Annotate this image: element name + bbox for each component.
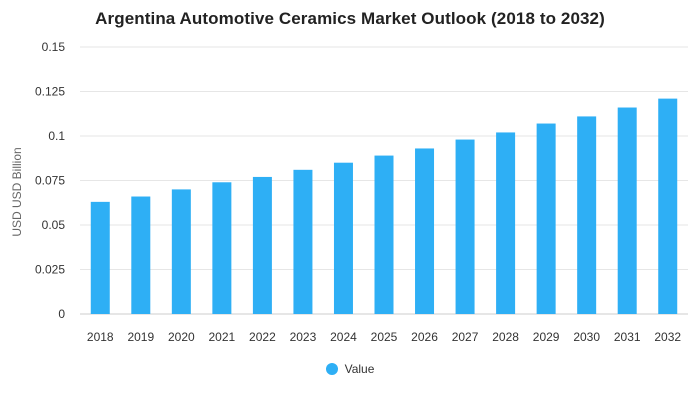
bar-2024[interactable] [333, 162, 353, 314]
bar-2030[interactable] [577, 116, 597, 314]
y-tick-label: 0.05 [42, 218, 66, 232]
bars [90, 98, 678, 315]
y-axis-title: USD USD Billion [10, 147, 24, 236]
bar-2025[interactable] [374, 155, 394, 314]
x-tick-label: 2032 [654, 330, 681, 344]
bar-2019[interactable] [131, 196, 151, 314]
x-tick-label: 2031 [614, 330, 641, 344]
y-axis-ticks: 0 0.025 0.05 0.075 0.1 0.125 0.15 [35, 40, 65, 321]
y-tick-label: 0.075 [35, 174, 65, 188]
x-tick-label: 2021 [209, 330, 236, 344]
bar-2023[interactable] [293, 169, 313, 314]
y-tick-label: 0.15 [42, 40, 66, 54]
y-tick-label: 0.1 [48, 129, 65, 143]
x-axis-ticks: 2018 2019 2020 2021 2022 2023 2024 2025 2026 2027… [87, 330, 681, 344]
bar-2028[interactable] [496, 132, 516, 314]
x-tick-label: 2022 [249, 330, 276, 344]
bar-2026[interactable] [415, 148, 435, 314]
x-tick-label: 2018 [87, 330, 114, 344]
x-tick-label: 2025 [371, 330, 398, 344]
legend: Value [0, 362, 700, 376]
x-tick-label: 2019 [127, 330, 154, 344]
x-tick-label: 2020 [168, 330, 195, 344]
legend-marker [325, 363, 338, 375]
bar-2031[interactable] [617, 107, 637, 315]
x-tick-label: 2024 [330, 330, 357, 344]
x-tick-label: 2029 [533, 330, 560, 344]
x-tick-label: 2026 [411, 330, 438, 344]
bar-2020[interactable] [171, 189, 191, 314]
y-tick-label: 0.125 [35, 85, 65, 99]
y-tick-label: 0 [58, 307, 65, 321]
x-tick-label: 2027 [452, 330, 479, 344]
bar-2018[interactable] [90, 201, 110, 314]
bar-2032[interactable] [658, 98, 678, 315]
bar-2022[interactable] [252, 176, 272, 314]
bar-2027[interactable] [455, 139, 475, 314]
chart-title: Argentina Automotive Ceramics Market Out… [95, 9, 605, 28]
x-tick-label: 2030 [573, 330, 600, 344]
x-tick-label: 2028 [492, 330, 519, 344]
bar-2029[interactable] [536, 123, 556, 314]
legend-label: Value [344, 362, 375, 376]
y-tick-label: 0.025 [35, 263, 65, 277]
bar-2021[interactable] [212, 182, 232, 314]
x-tick-label: 2023 [290, 330, 317, 344]
